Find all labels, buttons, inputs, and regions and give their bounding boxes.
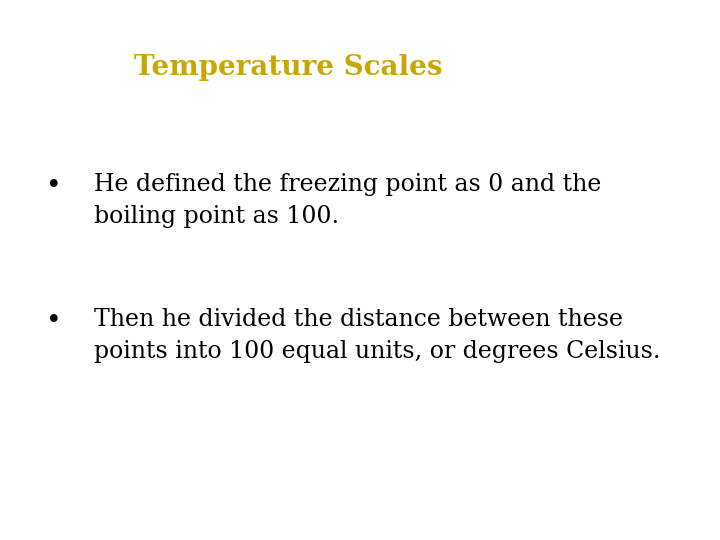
Text: Then he divided the distance between these
points into 100 equal units, or degre: Then he divided the distance between the… <box>94 308 660 363</box>
Text: •: • <box>46 308 62 333</box>
Text: •: • <box>46 173 62 198</box>
Text: Temperature Scales: Temperature Scales <box>134 54 442 81</box>
Text: He defined the freezing point as 0 and the
boiling point as 100.: He defined the freezing point as 0 and t… <box>94 173 601 228</box>
